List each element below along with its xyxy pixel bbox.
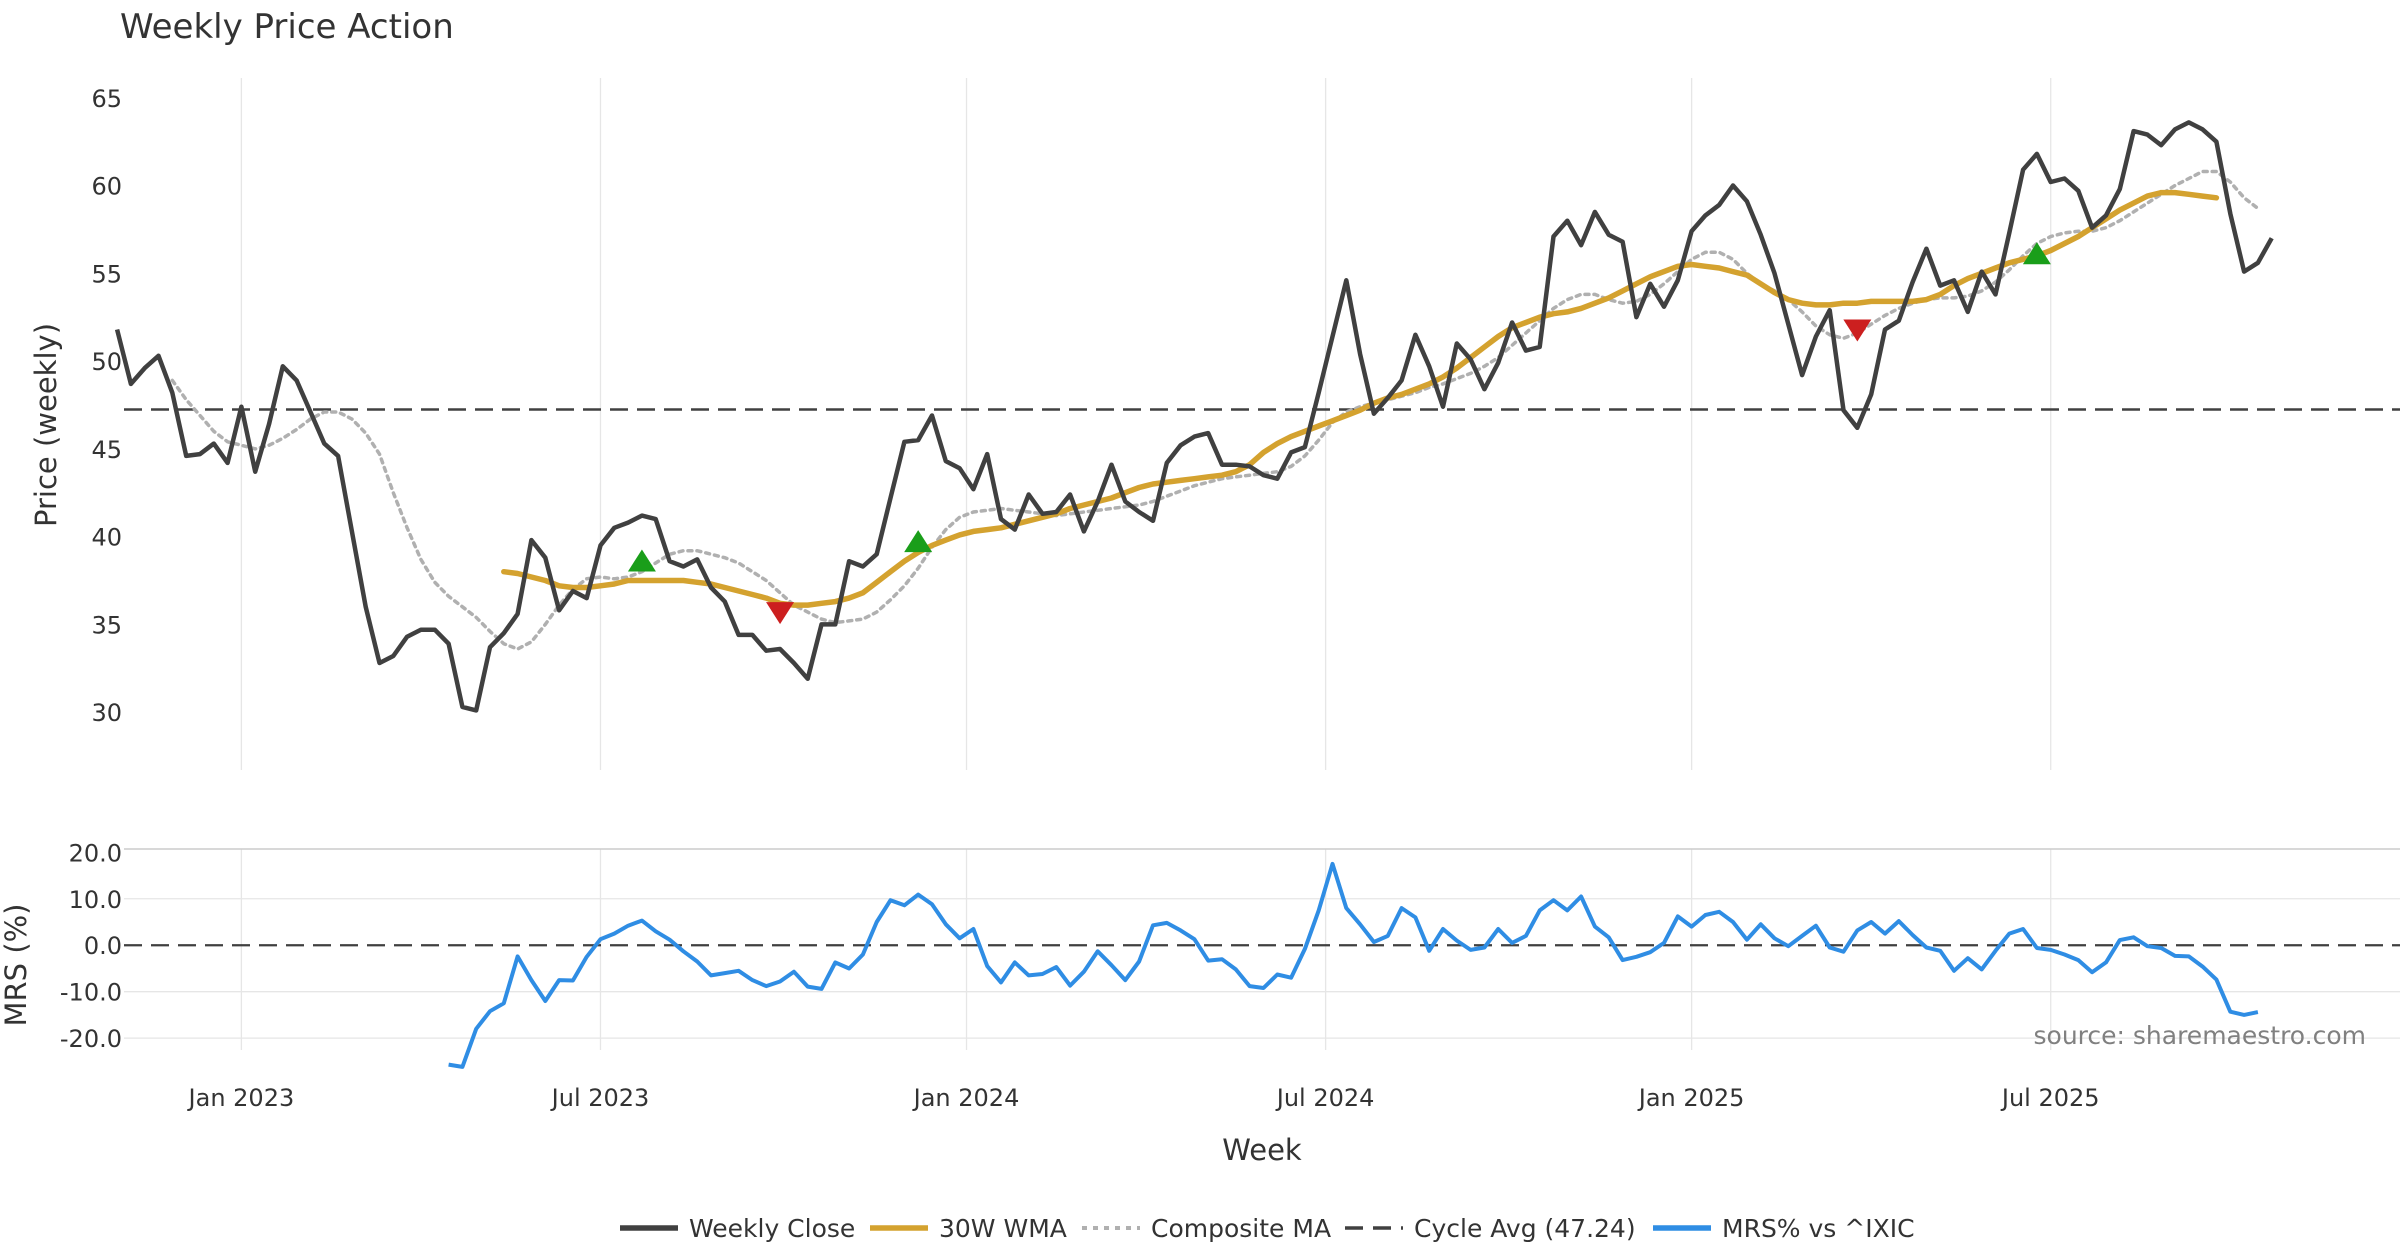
source-note: source: sharemaestro.com <box>2034 1021 2367 1050</box>
mrs-y-tick-label: 20.0 <box>69 839 122 867</box>
mrs-gridlines <box>124 849 2400 1050</box>
x-axis-label: Week <box>1222 1133 1302 1167</box>
x-tick-label: Jul 2023 <box>550 1084 650 1112</box>
legend-item-label: Composite MA <box>1151 1214 1331 1243</box>
x-tick-label: Jan 2024 <box>912 1084 1020 1112</box>
sell-marker <box>766 602 795 625</box>
sell-marker <box>1843 319 1872 342</box>
chart-title: Weekly Price Action <box>120 7 454 47</box>
price-y-ticks: 30 35 40 45 50 55 60 65 <box>91 85 122 727</box>
mrs-y-axis-label: MRS (%) <box>0 904 33 1027</box>
legend-item-label: MRS% vs ^IXIC <box>1722 1214 1915 1243</box>
mrs-y-ticks: 20.0 10.0 0.0 -10.0 -20.0 <box>60 839 122 1053</box>
price-y-tick-label: 45 <box>91 436 122 464</box>
price-gridlines <box>240 78 2052 770</box>
legend-item-label: Weekly Close <box>689 1214 855 1243</box>
buy-marker <box>2022 242 2051 265</box>
x-tick-label: Jul 2025 <box>2000 1084 2100 1112</box>
x-tick-label: Jul 2024 <box>1275 1084 1375 1112</box>
series-weekly-close <box>114 120 2274 713</box>
price-y-tick-label: 55 <box>91 260 122 288</box>
price-y-tick-label: 60 <box>91 173 122 201</box>
buy-marker <box>904 530 933 553</box>
x-tick-label: Jan 2023 <box>187 1084 295 1112</box>
legend-item-label: 30W WMA <box>939 1214 1067 1243</box>
series-30w-wma <box>501 189 2220 608</box>
signal-markers <box>627 242 2051 625</box>
x-tick-label: Jan 2025 <box>1637 1084 1745 1112</box>
series-mrs <box>448 861 2259 1069</box>
price-y-tick-label: 40 <box>91 524 122 552</box>
buy-marker <box>627 549 656 572</box>
legend: Weekly Close 30W WMA Composite MA Cycle Avg… <box>620 1214 1915 1243</box>
price-y-tick-label: 30 <box>91 699 122 727</box>
price-y-tick-label: 50 <box>91 348 122 376</box>
mrs-y-tick-label: -20.0 <box>60 1025 122 1053</box>
mrs-y-tick-label: -10.0 <box>60 979 122 1007</box>
mrs-y-tick-label: 0.0 <box>84 932 122 960</box>
price-y-tick-label: 65 <box>91 85 122 113</box>
price-y-axis-label: Price (weekly) <box>29 323 63 527</box>
series-lines <box>114 120 2274 1069</box>
mrs-y-tick-label: 10.0 <box>69 886 122 914</box>
x-ticks: Jan 2023 Jul 2023 Jan 2024 Jul 2024 Jan 2025… <box>187 1084 2100 1112</box>
price-y-tick-label: 35 <box>91 611 122 639</box>
legend-item-label: Cycle Avg (47.24) <box>1414 1214 1636 1243</box>
